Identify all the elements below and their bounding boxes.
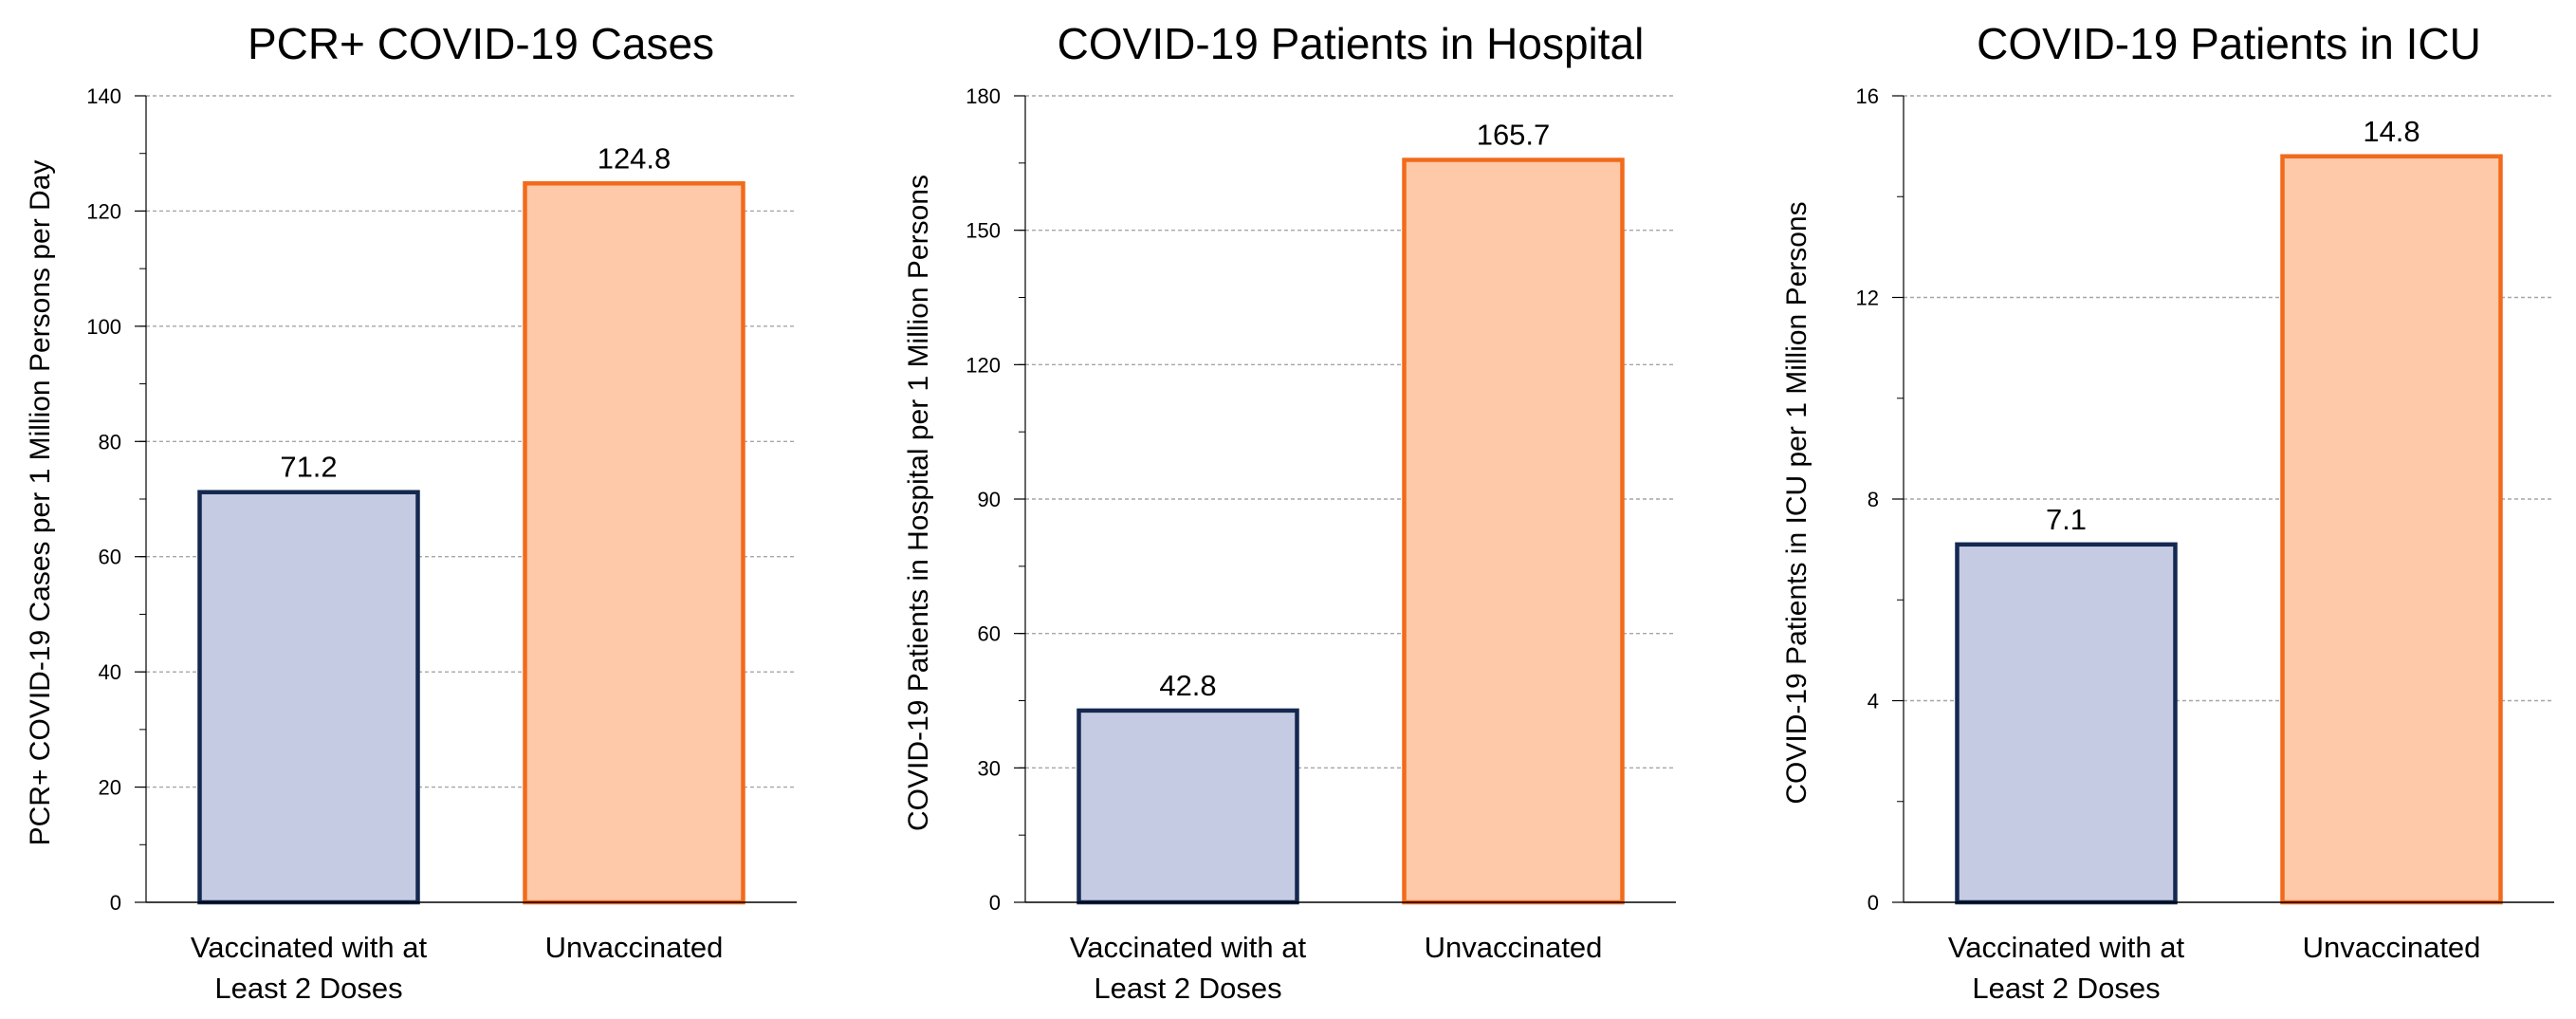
data-label: 42.8 [1159, 669, 1216, 702]
y-tick-label: 30 [978, 756, 1001, 780]
chart-panel: COVID-19 Patients in Hospital 0 30 60 90 120 1… [903, 19, 1676, 1005]
y-tick-label: 0 [1868, 891, 1879, 915]
x-category-label-line: Vaccinated with at [1070, 931, 1307, 964]
y-tick-label: 80 [99, 430, 121, 454]
x-category-label: Vaccinated with at Least 2 Doses [191, 931, 428, 1005]
x-category-label-line: Least 2 Doses [1094, 972, 1281, 1005]
x-category-label-line: Vaccinated with at [1948, 931, 2185, 964]
y-tick-label: 8 [1868, 488, 1879, 511]
y-tick-label: 60 [978, 622, 1001, 646]
chart-title: PCR+ COVID-19 Cases [248, 19, 714, 68]
x-category-label-line: Unvaccinated [1425, 931, 1603, 964]
y-tick-label: 150 [966, 219, 1001, 243]
y-tick-label: 0 [110, 891, 121, 915]
y-tick-label: 140 [86, 84, 121, 108]
bar-vaccinated [1076, 708, 1299, 905]
x-category-label-line: Unvaccinated [2303, 931, 2481, 964]
x-category-label: Unvaccinated [545, 931, 724, 964]
y-tick-label: 16 [1856, 84, 1879, 108]
chart-title: COVID-19 Patients in Hospital [1058, 19, 1645, 68]
x-category-label-line: Least 2 Doses [1972, 972, 2160, 1005]
x-category-label: Vaccinated with at Least 2 Doses [1070, 931, 1307, 1005]
data-label: 71.2 [280, 451, 337, 484]
y-axis-label: COVID-19 Patients in Hospital per 1 Mill… [903, 175, 934, 831]
bar-unvaccinated [1402, 157, 1625, 905]
chart-panel: PCR+ COVID-19 Cases 0 20 40 60 80 100 120 140 PCR… [25, 19, 797, 1005]
y-tick-label: 100 [86, 315, 121, 339]
y-tick-label: 40 [99, 660, 121, 684]
y-tick-label: 180 [966, 84, 1001, 108]
x-category-label-line: Unvaccinated [545, 931, 724, 964]
y-axis-label: COVID-19 Patients in ICU per 1 Million P… [1781, 201, 1812, 804]
y-tick-label: 120 [86, 199, 121, 223]
y-tick-label: 12 [1856, 287, 1879, 310]
y-tick-label: 90 [978, 488, 1001, 511]
data-label: 7.1 [2046, 503, 2087, 536]
y-tick-label: 20 [99, 776, 121, 800]
chart-panel: COVID-19 Patients in ICU 0 4 8 12 16 COVID-19 … [1781, 19, 2554, 1005]
x-category-label-line: Vaccinated with at [191, 931, 428, 964]
data-label: 14.8 [2363, 115, 2420, 148]
y-tick-label: 60 [99, 546, 121, 569]
bar-vaccinated [1955, 542, 2178, 905]
chart-title: COVID-19 Patients in ICU [1977, 19, 2481, 68]
bar-unvaccinated [2280, 154, 2503, 905]
x-category-label-line: Least 2 Doses [214, 972, 402, 1005]
x-category-label: Unvaccinated [1425, 931, 1603, 964]
y-tick-label: 0 [989, 891, 1001, 915]
x-category-label: Vaccinated with at Least 2 Doses [1948, 931, 2185, 1005]
bar-unvaccinated [523, 181, 745, 905]
data-label: 165.7 [1477, 119, 1551, 152]
data-label: 124.8 [598, 141, 672, 175]
bar-vaccinated [197, 490, 420, 905]
x-category-label: Unvaccinated [2303, 931, 2481, 964]
y-axis-label: PCR+ COVID-19 Cases per 1 Million Person… [25, 160, 56, 846]
y-tick-label: 4 [1868, 690, 1879, 713]
y-tick-label: 120 [966, 353, 1001, 377]
